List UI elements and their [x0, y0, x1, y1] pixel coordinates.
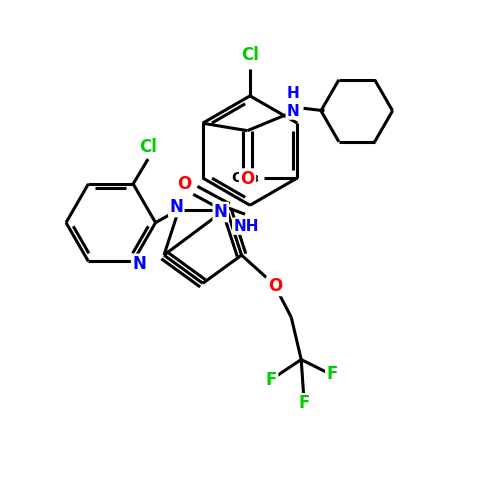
Text: O: O	[268, 277, 282, 295]
Text: N: N	[132, 255, 146, 273]
Text: N: N	[170, 198, 183, 216]
Text: O: O	[177, 176, 192, 194]
Text: CH₃: CH₃	[232, 171, 260, 185]
Text: F: F	[298, 394, 310, 412]
Text: F: F	[326, 366, 338, 384]
Text: Cl: Cl	[241, 46, 259, 64]
Text: N: N	[214, 203, 228, 221]
Text: O: O	[240, 170, 254, 188]
Text: NH: NH	[234, 218, 259, 234]
Text: Cl: Cl	[139, 138, 157, 156]
Text: F: F	[266, 372, 277, 390]
Text: H
N: H N	[287, 86, 300, 118]
